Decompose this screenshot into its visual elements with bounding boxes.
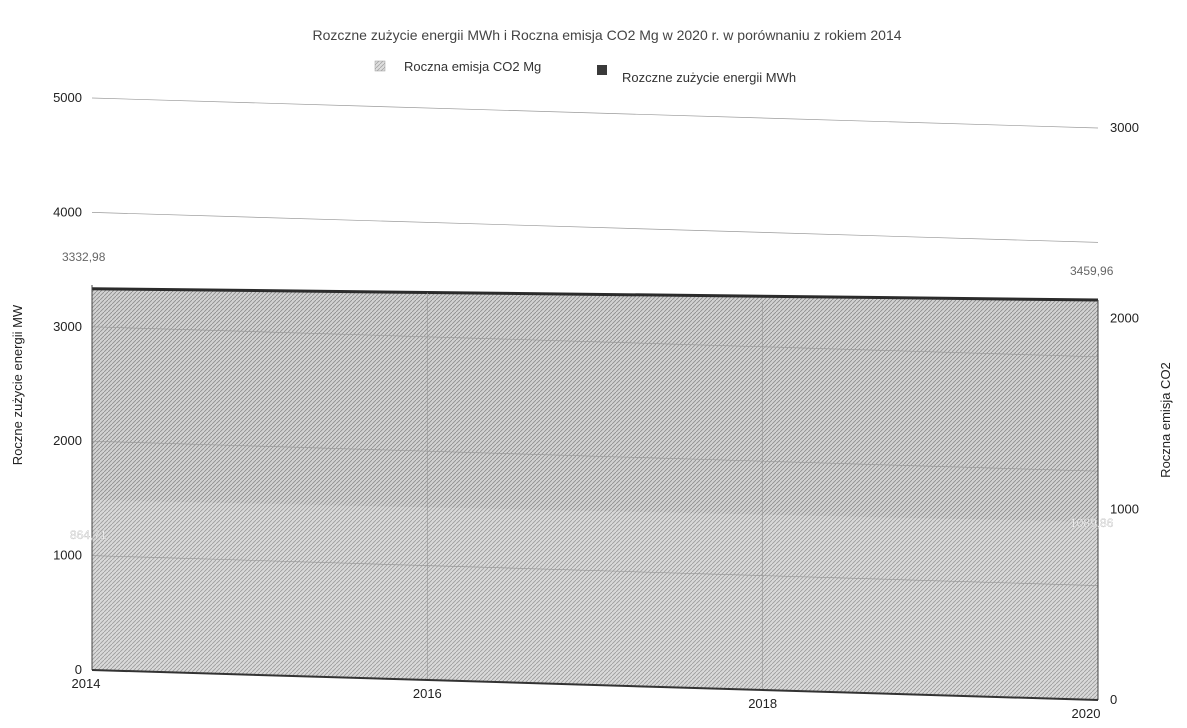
y-right-axis-title: Roczna emisja CO2 — [1158, 362, 1173, 478]
chart-title: Rozczne zużycie energii MWh i Roczna emi… — [312, 27, 901, 43]
x-tick-label: 2020 — [1072, 706, 1101, 721]
legend: Roczna emisja CO2 Mg Rozczne zużycie ene… — [374, 59, 796, 85]
x-tick-label: 2014 — [72, 676, 101, 691]
y-left-tick-label: 5000 — [53, 90, 82, 105]
legend-swatch-energy — [597, 65, 607, 75]
y-left-tick-label: 3000 — [53, 319, 82, 334]
data-label-co2-2014: 864,71 — [70, 528, 107, 542]
legend-label-energy: Rozczne zużycie energii MWh — [622, 70, 796, 85]
x-tick-label: 2018 — [748, 696, 777, 711]
plot-area: 0 1000 2000 3000 4000 5000 0 1000 2000 3000 2014 20… — [10, 90, 1173, 721]
gridline-h — [91, 212, 1099, 243]
y-left-tick-label: 2000 — [53, 433, 82, 448]
y-left-tick-label: 1000 — [53, 548, 82, 563]
x-tick-label: 2016 — [413, 686, 442, 701]
y-right-tick-label: 3000 — [1110, 120, 1139, 135]
y-right-tick-label: 2000 — [1110, 311, 1139, 326]
gridline-h — [91, 97, 1099, 129]
legend-label-co2: Roczna emisja CO2 Mg — [404, 59, 541, 74]
y-left-axis-title: Roczne zużycie energii MW — [10, 304, 25, 465]
series-co2-area — [92, 500, 1098, 700]
y-left-tick-label: 0 — [75, 662, 82, 677]
legend-swatch-co2 — [374, 60, 386, 72]
y-right-tick-label: 0 — [1110, 692, 1117, 707]
series-energy-line — [91, 287, 1099, 302]
y-left-tick-label: 4000 — [53, 204, 82, 219]
gridline-h — [91, 555, 1099, 586]
gridline-h — [91, 440, 1099, 472]
gridline-h — [91, 326, 1099, 358]
data-label-energy-2014: 3332,98 — [62, 250, 106, 264]
data-label-energy-2020: 3459,96 — [1070, 264, 1114, 278]
data-label-co2-2020: 1089,86 — [1070, 516, 1114, 530]
x-axis — [91, 669, 1099, 701]
y-right-tick-label: 1000 — [1110, 501, 1139, 516]
